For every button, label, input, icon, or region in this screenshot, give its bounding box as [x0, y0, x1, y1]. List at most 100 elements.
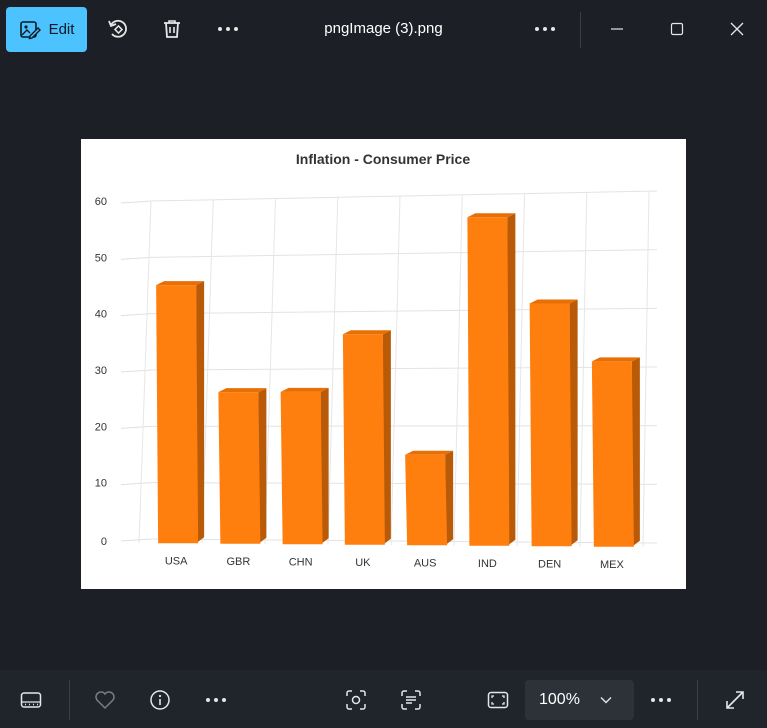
favorite-button[interactable] [90, 686, 120, 714]
zoom-value: 100% [539, 691, 580, 708]
bar [467, 213, 516, 546]
bar-chart: Inflation - Consumer Price 0 10 20 30 40 50 60… [95, 151, 658, 571]
rotate-icon [108, 19, 127, 38]
heart-icon [95, 691, 115, 710]
x-tick-label: IND [478, 558, 497, 570]
bar [218, 388, 267, 544]
x-tick-label: DEN [538, 558, 561, 570]
bar-front [280, 391, 323, 545]
scan-text-icon [401, 690, 421, 710]
gridline-vertical [138, 200, 152, 544]
gridline-vertical [579, 192, 588, 547]
more-options-button[interactable] [213, 15, 243, 43]
bar-top [280, 387, 329, 392]
x-tick-label: GBR [226, 556, 250, 568]
more-icon [218, 27, 238, 31]
bar [156, 281, 205, 544]
more-icon [651, 698, 671, 702]
filmstrip-button[interactable] [16, 686, 46, 714]
y-tick-label: 0 [101, 536, 107, 548]
bar-front [156, 285, 199, 544]
zoom-dropdown[interactable]: 100% [525, 680, 634, 720]
bar-top [156, 281, 205, 286]
bar-side [320, 387, 329, 545]
bar-side [507, 213, 516, 546]
gridline-vertical [390, 195, 401, 546]
bottom-more-button[interactable] [201, 686, 231, 714]
bar-front [529, 303, 572, 547]
bar-side [631, 357, 640, 547]
bar-top [218, 388, 267, 393]
bar-side [382, 330, 391, 545]
chevron-down-icon [600, 697, 612, 704]
close-button[interactable] [722, 15, 752, 43]
visual-search-button[interactable] [341, 686, 371, 714]
gridline-vertical [453, 194, 463, 546]
y-tick-label: 20 [95, 421, 107, 433]
scan-text-button[interactable] [396, 686, 426, 714]
bar-side [445, 450, 454, 546]
bar-front [467, 217, 510, 546]
bar-front [591, 361, 634, 547]
maximize-button[interactable] [662, 15, 692, 43]
minimize-button[interactable] [602, 15, 632, 43]
maximize-icon [670, 22, 684, 36]
gridline [150, 366, 658, 371]
gridline-floor [120, 256, 152, 260]
visual-search-icon [346, 690, 366, 710]
gridline-vertical [516, 193, 525, 547]
bar-top [342, 330, 391, 335]
y-tick-label: 60 [95, 196, 107, 208]
bar-side [196, 281, 205, 544]
bar [280, 387, 329, 545]
close-icon [730, 22, 744, 36]
more-icon [206, 698, 226, 702]
expand-icon [726, 691, 744, 709]
fullscreen-button[interactable] [720, 686, 750, 714]
bar-front [342, 334, 385, 545]
x-tick-label: UK [355, 557, 371, 569]
bar-top [529, 299, 578, 304]
more-icon [535, 27, 555, 31]
gridline-floor [120, 200, 152, 204]
bar-front [405, 454, 448, 546]
x-tick-label: AUS [414, 557, 437, 569]
minimize-icon [611, 28, 623, 30]
bar [591, 357, 640, 547]
bar [529, 299, 578, 547]
x-tick-label: CHN [289, 556, 313, 568]
fit-to-window-button[interactable] [483, 686, 513, 714]
gridline [150, 307, 658, 315]
zoom-more-button[interactable] [646, 686, 676, 714]
info-button[interactable] [145, 686, 175, 714]
gridline-floor [120, 369, 152, 373]
filmstrip-icon [20, 692, 42, 708]
edit-button[interactable]: Edit [6, 7, 87, 52]
x-tick-label: MEX [600, 559, 625, 571]
bar-top [591, 357, 640, 362]
bar [405, 450, 454, 546]
x-tick-label: USA [165, 555, 188, 567]
bar-top [405, 450, 454, 455]
rotate-button[interactable] [104, 15, 132, 43]
gridline-floor [120, 538, 152, 542]
bottom-divider [69, 680, 70, 720]
trash-icon [164, 20, 180, 38]
bottom-toolbar [0, 670, 767, 728]
bar-top [467, 213, 516, 218]
title-more-button[interactable] [530, 15, 560, 43]
delete-button[interactable] [158, 15, 186, 43]
chart-title: Inflation - Consumer Price [296, 151, 470, 167]
y-tick-label: 30 [95, 365, 107, 377]
bar-front [218, 392, 261, 544]
edit-image-icon [19, 20, 41, 39]
bar [342, 330, 391, 545]
y-tick-label: 40 [95, 309, 107, 321]
fit-window-icon [487, 691, 509, 709]
image-canvas: Inflation - Consumer Price 0 10 20 30 40 50 60… [81, 139, 686, 589]
gridline [150, 249, 658, 258]
toolbar-divider [580, 12, 581, 48]
gridline-vertical [327, 197, 339, 545]
bar-side [258, 388, 267, 544]
gridline-vertical [642, 190, 650, 548]
